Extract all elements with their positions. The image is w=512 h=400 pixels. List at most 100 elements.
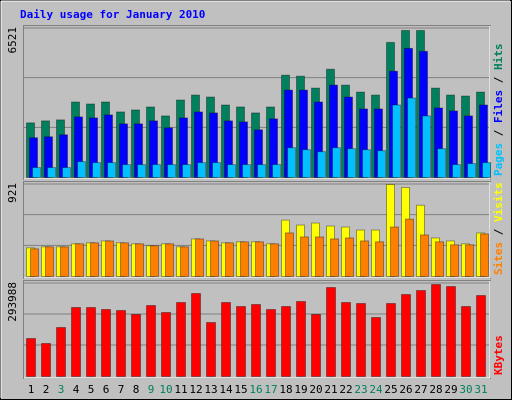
bar <box>482 162 491 178</box>
x-tick-label: 30 <box>459 383 472 396</box>
x-tick-label: 9 <box>148 383 155 396</box>
bar <box>266 309 276 377</box>
bar <box>105 240 114 278</box>
bar <box>236 306 246 377</box>
bar <box>71 307 81 377</box>
bar <box>92 162 101 178</box>
bar <box>431 284 441 378</box>
bar <box>240 241 249 277</box>
bar <box>135 243 144 278</box>
bar <box>287 147 296 179</box>
bar <box>317 151 326 179</box>
bar <box>390 226 399 277</box>
bar <box>165 243 174 278</box>
legend: Pages / Files / Hits <box>492 44 505 177</box>
bar <box>446 286 456 377</box>
bar <box>152 164 161 178</box>
bar <box>225 242 234 278</box>
bar <box>255 241 264 277</box>
x-tick-label: 26 <box>399 383 412 396</box>
legend-entry: Files <box>492 90 505 123</box>
x-tick-label: 19 <box>294 383 307 396</box>
bar <box>467 163 476 179</box>
x-tick-label: 7 <box>118 383 125 396</box>
bar <box>386 303 396 377</box>
legend-entry: Hits <box>492 44 505 71</box>
bar <box>420 234 429 278</box>
bar <box>30 248 39 278</box>
legend-entry: KBytes <box>492 335 505 375</box>
bar <box>450 244 459 277</box>
bar <box>176 302 186 378</box>
bar <box>120 242 129 278</box>
bar <box>375 241 384 277</box>
x-tick-label: 28 <box>429 383 442 396</box>
bar <box>191 293 201 378</box>
bar <box>315 236 324 277</box>
bar <box>45 246 54 277</box>
x-tick-label: 11 <box>174 383 187 396</box>
bar <box>116 310 126 377</box>
x-tick-label: 3 <box>58 383 65 396</box>
legend-entry: Sites <box>492 242 505 275</box>
bar <box>272 164 281 178</box>
bar <box>197 162 206 178</box>
bar <box>285 232 294 278</box>
bar <box>195 238 204 277</box>
bar <box>182 164 191 178</box>
bar <box>212 162 221 178</box>
bar <box>101 309 111 377</box>
x-tick-label: 20 <box>309 383 322 396</box>
y-tick-label: 921 <box>6 183 19 203</box>
x-tick-label: 18 <box>279 383 292 396</box>
x-tick-label: 2 <box>43 383 50 396</box>
bar <box>407 97 416 178</box>
bar <box>371 317 381 378</box>
bar <box>221 302 231 378</box>
bar <box>401 294 411 377</box>
bar <box>75 243 84 278</box>
bar <box>422 115 431 179</box>
bar <box>330 238 339 277</box>
legend-separator: / <box>492 123 505 143</box>
x-tick-label: 13 <box>204 383 217 396</box>
x-tick-label: 5 <box>88 383 95 396</box>
bar <box>461 306 471 377</box>
bar <box>60 246 69 277</box>
bar <box>360 240 369 278</box>
bar <box>47 167 56 179</box>
bar <box>311 314 321 378</box>
bar <box>302 149 311 179</box>
x-tick-label: 12 <box>189 383 202 396</box>
x-tick-label: 23 <box>354 383 367 396</box>
bar <box>26 338 36 378</box>
bar <box>62 167 71 179</box>
bar <box>32 167 41 179</box>
bar <box>435 241 444 277</box>
bar <box>345 237 354 277</box>
bar <box>405 218 414 277</box>
bar <box>341 302 351 378</box>
x-tick-label: 25 <box>384 383 397 396</box>
x-tick-label: 29 <box>444 383 457 396</box>
bar <box>251 304 261 377</box>
bar <box>150 245 159 277</box>
x-tick-label: 22 <box>339 383 352 396</box>
bar <box>392 104 401 178</box>
bar <box>161 312 171 377</box>
bar <box>347 148 356 178</box>
bar <box>465 244 474 277</box>
bar <box>107 162 116 178</box>
bar <box>332 147 341 179</box>
legend-entry: Pages <box>492 143 505 176</box>
x-tick-label: 21 <box>324 383 337 396</box>
x-tick-label: 17 <box>264 383 277 396</box>
bar <box>122 164 131 178</box>
legend: Sites / Visits <box>492 182 505 275</box>
bar <box>180 246 189 277</box>
bar <box>41 343 51 377</box>
bar <box>56 327 66 378</box>
y-tick-label: 293988 <box>6 282 19 322</box>
x-tick-label: 10 <box>159 383 172 396</box>
